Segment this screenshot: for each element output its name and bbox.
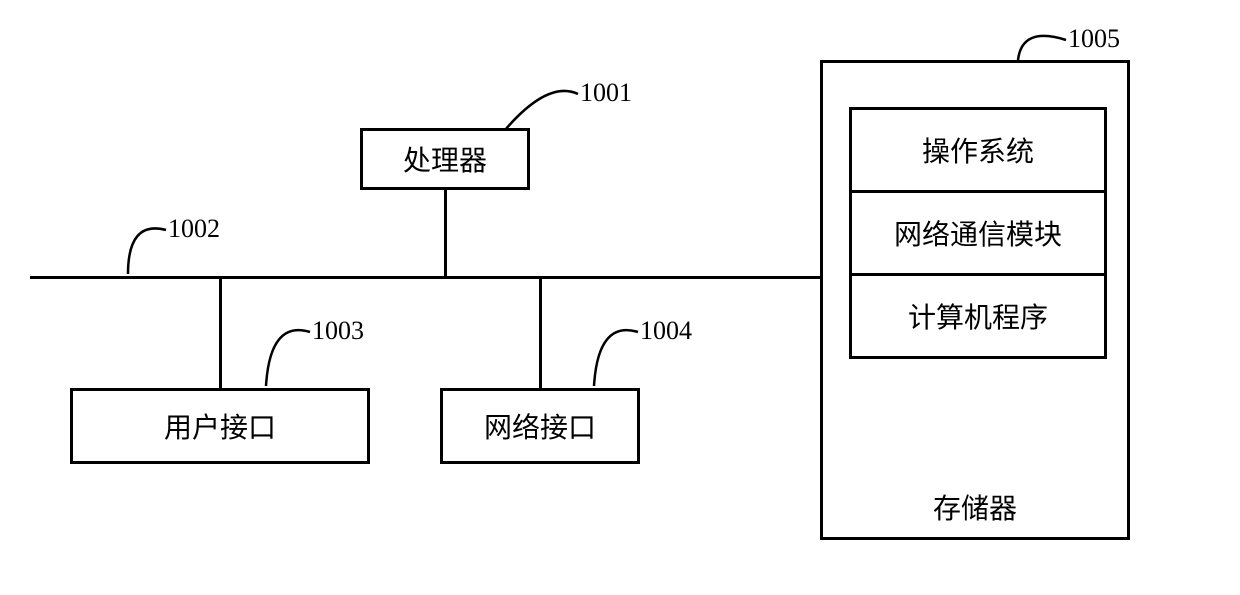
ref-1005: 1005 — [1068, 24, 1120, 54]
diagram-canvas: 处理器 用户接口 网络接口 操作系统 网络通信模块 计算机程序 存储器 1001… — [0, 0, 1240, 595]
leader-1005 — [0, 0, 1240, 595]
